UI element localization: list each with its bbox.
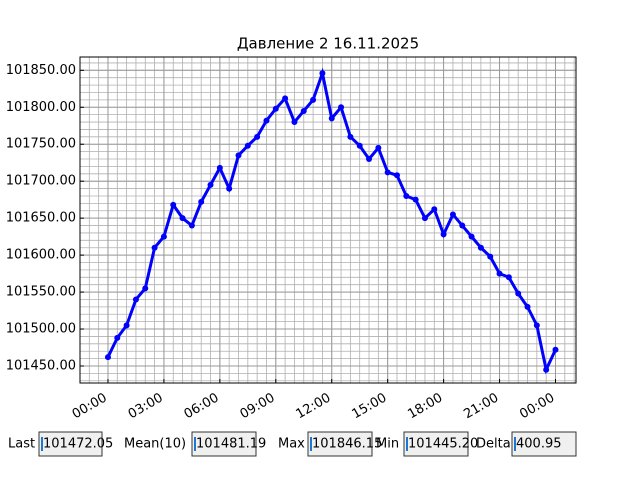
stat-box [307,431,373,457]
plot-frame [79,56,577,384]
data-point [179,215,186,222]
data-point [459,222,466,229]
data-point [207,181,214,188]
data-point [338,104,345,111]
stat-value: 400.95 [516,437,562,452]
data-point [552,346,559,353]
data-point [356,142,363,149]
data-point [449,211,456,218]
stat-value: 101445.20 [408,437,478,452]
stat-box [38,431,103,457]
stat-box [403,431,469,457]
data-point [235,152,242,159]
data-point [468,233,475,240]
y-tick-label: 101600.00 [6,248,76,263]
stat-label: Delta [476,437,511,452]
data-point [412,196,419,203]
y-tick-label: 101550.00 [6,285,76,300]
data-point [300,107,307,114]
data-point [160,233,167,240]
stat-box [191,431,257,457]
stat-box [511,431,577,457]
data-point [533,322,540,329]
stat-label: Min [376,437,399,452]
data-point [123,322,130,329]
data-point [216,164,223,171]
y-tick-label: 101700.00 [6,174,76,189]
data-point [319,70,326,77]
data-point [244,142,251,149]
data-point [104,354,111,361]
data-point [282,95,289,102]
data-point [291,119,298,126]
stat-label: Last [8,437,35,452]
data-point [170,201,177,208]
data-point [505,274,512,281]
data-point [226,185,233,192]
data-point [114,334,121,341]
stat-label: Max [278,437,305,452]
stat-label: Mean(10) [124,437,186,452]
y-tick-label: 101450.00 [6,358,76,373]
data-point [272,105,279,112]
data-point [188,222,195,229]
data-point [440,231,447,238]
data-point [151,244,158,251]
data-point [198,198,205,205]
data-point [263,117,270,124]
data-point [515,290,522,297]
data-point [254,133,261,140]
data-point [132,296,139,303]
y-tick-label: 101800.00 [6,100,76,115]
y-tick-label: 101850.00 [6,63,76,78]
data-point [310,96,317,103]
data-point [431,206,438,213]
chart-title: Давление 2 16.11.2025 [237,35,419,53]
stat-value: 101846.15 [312,437,382,452]
y-tick-label: 101500.00 [6,322,76,337]
data-point [496,270,503,277]
stat-value: 101472.05 [43,437,113,452]
data-point [375,144,382,151]
y-tick-label: 101650.00 [6,211,76,226]
data-point [403,192,410,199]
data-point [328,115,335,122]
y-tick-label: 101750.00 [6,137,76,152]
data-point [393,172,400,179]
data-point [477,244,484,251]
data-point [384,169,391,176]
data-point [487,253,494,260]
data-point [543,366,550,373]
data-point [347,133,354,140]
data-point [142,285,149,292]
data-point [524,303,531,310]
stat-value: 101481.19 [196,437,266,452]
data-point [366,156,373,163]
data-point [421,215,428,222]
